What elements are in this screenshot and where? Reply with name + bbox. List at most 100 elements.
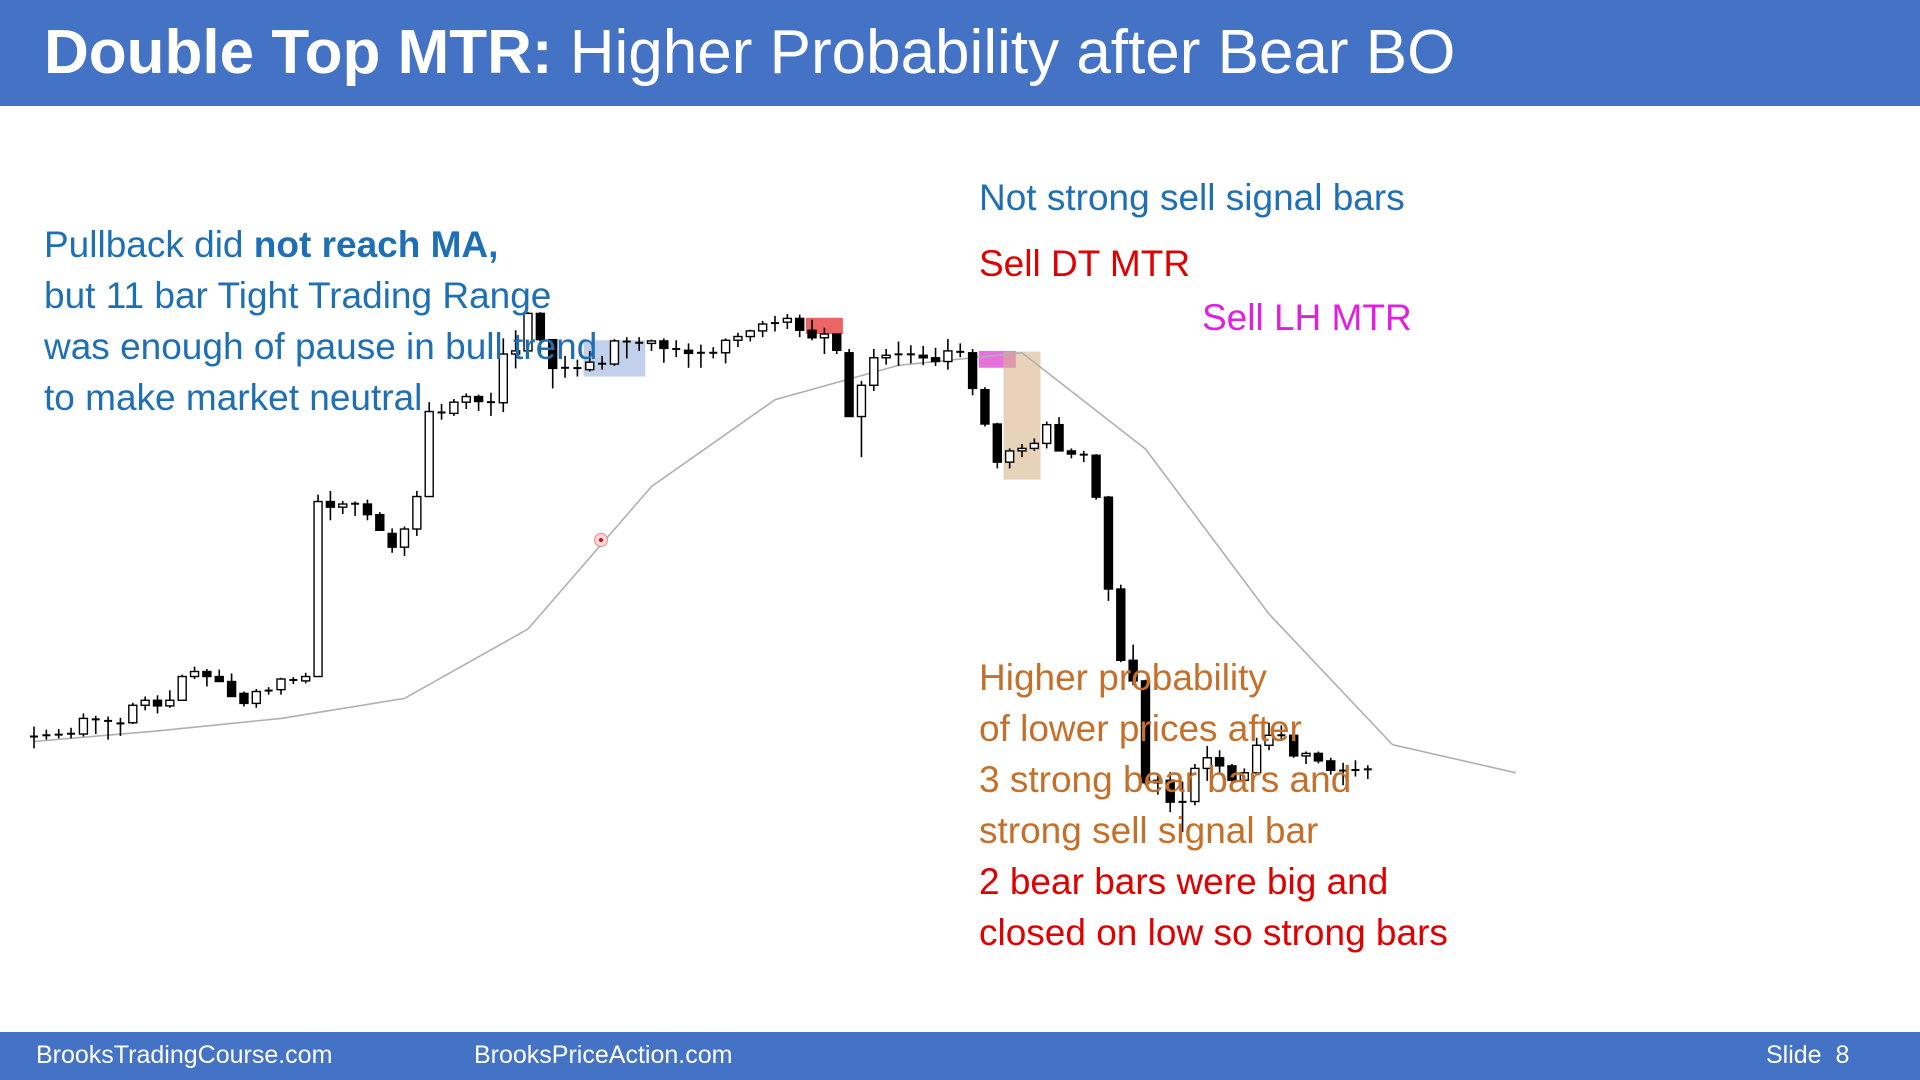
candle-bear-body	[844, 352, 854, 418]
candle-bear-body	[832, 333, 842, 351]
candle-72	[918, 345, 928, 366]
candle-0	[30, 726, 38, 749]
candle-bull-body	[1202, 757, 1212, 770]
candle-bull-body	[856, 384, 867, 418]
candle-57	[733, 332, 743, 348]
candles	[30, 312, 1372, 833]
candle-40	[523, 312, 533, 355]
candle-bull-body	[757, 323, 768, 332]
candle-49	[635, 337, 644, 351]
candle-91	[1153, 774, 1163, 795]
bear-bars-line-1: 2 bear bars were big and	[979, 861, 1389, 902]
candle-105	[1326, 757, 1336, 775]
candle-59	[757, 320, 768, 338]
candle-15	[214, 669, 224, 683]
candle-12	[177, 674, 187, 701]
candle-16	[226, 673, 237, 698]
candle-bull-body	[128, 704, 138, 724]
candle-70	[894, 341, 903, 366]
candle-bull-body	[1153, 779, 1163, 784]
candle-79	[1004, 448, 1015, 469]
candle-92	[1165, 772, 1175, 813]
candle-28	[375, 512, 385, 531]
candle-bull-body	[140, 699, 150, 706]
candle-18	[251, 689, 262, 708]
candle-90	[1140, 679, 1151, 786]
candle-7	[116, 717, 125, 736]
candle-bear-body	[992, 423, 1002, 463]
candle-55	[709, 347, 718, 359]
candle-73	[930, 347, 941, 366]
slide-label: Slide	[1766, 1041, 1822, 1069]
candle-bull-body	[461, 395, 471, 403]
pullback-line-1-bold: not reach MA,	[253, 224, 499, 265]
candle-bear-body	[1313, 752, 1324, 762]
candle-bear-body	[473, 395, 484, 403]
candle-bull-body	[720, 339, 731, 354]
bear-bars-line-2: closed on low so strong bars	[979, 912, 1448, 953]
candle-56	[720, 338, 731, 364]
candle-52	[672, 340, 681, 358]
candle-bull-body	[1190, 767, 1200, 803]
candle-65	[832, 333, 842, 355]
candle-bull-body	[177, 675, 187, 701]
candle-bear-body	[1140, 680, 1151, 784]
candle-bull-body	[609, 340, 620, 365]
footer-bar	[0, 1032, 1920, 1080]
candle-bull-body	[313, 500, 323, 678]
candle-9	[140, 696, 150, 711]
candle-78	[992, 422, 1002, 469]
candle-10	[152, 695, 163, 714]
candle-bear-body	[548, 338, 558, 370]
candle-bear-body	[1116, 588, 1126, 661]
candle-54	[696, 344, 705, 368]
candle-bear-body	[214, 675, 224, 683]
candle-bear-body	[1103, 496, 1114, 590]
candle-99	[1251, 737, 1262, 775]
candle-81	[1029, 438, 1040, 451]
candle-8	[128, 702, 138, 725]
candle-bull-body	[819, 333, 830, 339]
candle-31	[412, 490, 422, 536]
candle-bear-body	[375, 513, 385, 531]
candle-bear-body	[918, 354, 928, 359]
slide-title-bold: Double Top MTR:	[44, 18, 553, 87]
candle-41	[535, 312, 546, 358]
not-strong-sell-signal-note: Not strong sell signal bars	[979, 177, 1405, 218]
candle-103	[1301, 751, 1311, 765]
candle-bear-body	[795, 317, 805, 331]
candle-64	[819, 327, 830, 355]
candle-4	[78, 713, 89, 737]
candle-bear-body	[1227, 765, 1237, 781]
higher-prob-line-4: strong sell signal bar	[979, 810, 1319, 851]
candle-bear-body	[659, 340, 669, 350]
candle-bear-body	[152, 699, 163, 707]
candle-bear-body	[1326, 760, 1336, 771]
candle-bear-body	[535, 312, 546, 341]
pullback-line-2: but 11 bar Tight Trading Range	[44, 275, 552, 316]
candle-bull-body	[1029, 442, 1040, 450]
candle-88	[1116, 584, 1126, 663]
candle-bull-body	[646, 340, 657, 345]
candle-bull-body	[449, 401, 459, 415]
candle-bear-body	[683, 349, 694, 355]
candle-bull-body	[1251, 744, 1262, 774]
slide-title: Double Top MTR: Higher Probability after…	[44, 16, 1455, 90]
candle-21	[289, 677, 298, 685]
candle-22	[301, 672, 311, 684]
slide-number: Slide 8	[1766, 1039, 1849, 1071]
candle-63	[807, 319, 817, 341]
candle-85	[1079, 450, 1088, 463]
candle-24	[325, 490, 336, 521]
candle-bull-body	[1041, 423, 1052, 445]
candle-bear-body	[1288, 734, 1299, 757]
candle-46	[598, 355, 607, 370]
candle-13	[189, 666, 200, 680]
candle-25	[338, 500, 348, 515]
candle-20	[276, 677, 286, 695]
candle-60	[771, 315, 779, 332]
candle-bear-body	[1091, 454, 1101, 498]
slide-title-rest: Higher Probability after Bear BO	[569, 18, 1456, 87]
footer-site-middle[interactable]: BrooksPriceAction.com	[474, 1041, 733, 1069]
footer-site-left[interactable]: BrooksTradingCourse.com	[36, 1041, 333, 1069]
